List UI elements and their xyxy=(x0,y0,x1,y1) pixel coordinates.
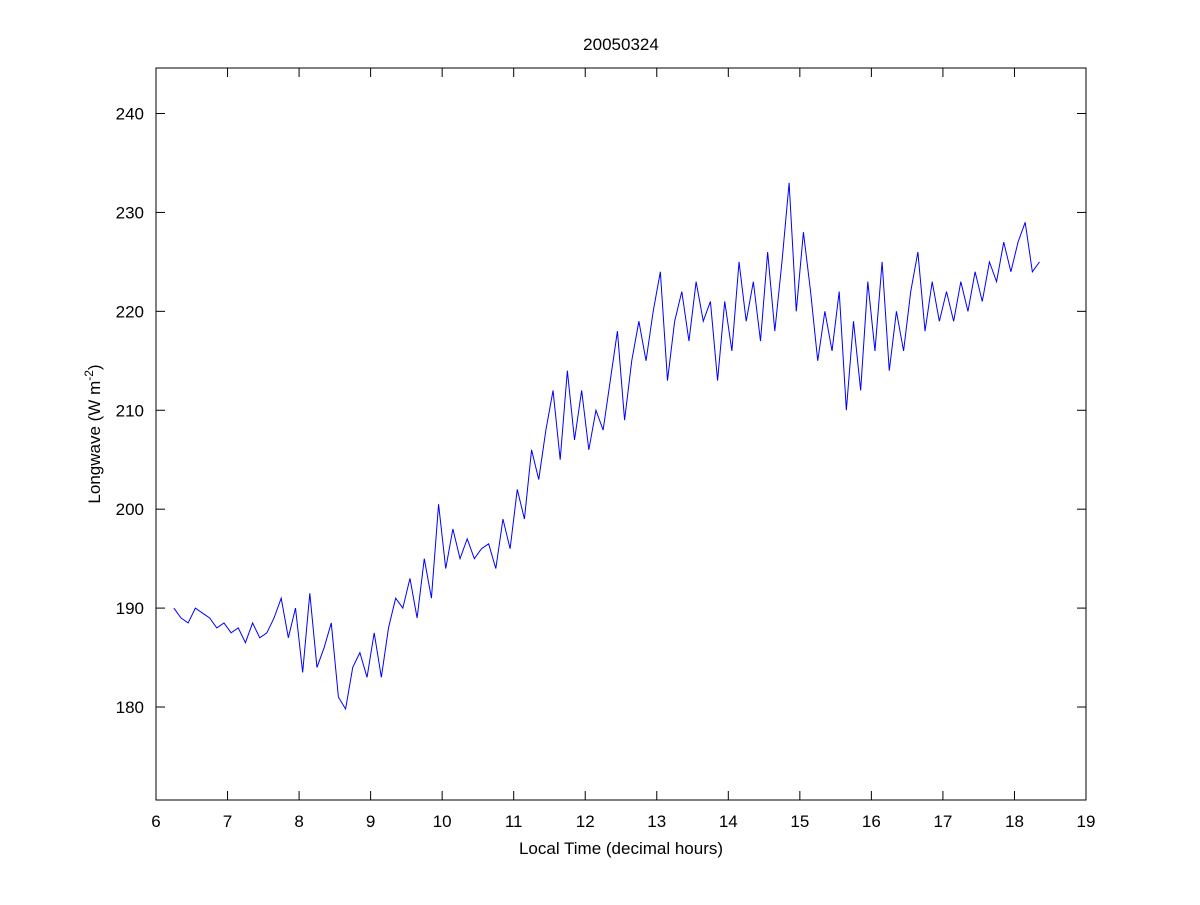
y-label-superscript: -2 xyxy=(82,370,96,381)
y-tick-label: 200 xyxy=(116,500,144,519)
y-label-main: Longwave (W m xyxy=(85,381,104,504)
x-tick-label: 17 xyxy=(933,812,952,831)
x-tick-label: 10 xyxy=(433,812,452,831)
x-axis-label: Local Time (decimal hours) xyxy=(519,839,723,858)
y-axis-label: Longwave (W m-2) xyxy=(82,364,104,503)
plot-frame xyxy=(155,67,1087,801)
x-tick-label: 18 xyxy=(1005,812,1024,831)
x-tick-label: 13 xyxy=(647,812,666,831)
y-tick-label: 210 xyxy=(116,401,144,420)
y-tick-label: 230 xyxy=(116,203,144,222)
y-tick-label: 180 xyxy=(116,698,144,717)
x-tick-label: 15 xyxy=(790,812,809,831)
data-line xyxy=(173,182,1040,711)
x-tick-label: 11 xyxy=(505,812,523,831)
x-tick-label: 19 xyxy=(1077,812,1096,831)
x-tick-label: 7 xyxy=(223,812,232,831)
y-tick-label: 190 xyxy=(116,599,144,618)
x-tick-label: 16 xyxy=(862,812,881,831)
x-tick-label: 9 xyxy=(366,812,375,831)
x-tick-label: 8 xyxy=(294,812,303,831)
x-tick-label: 12 xyxy=(576,812,595,831)
y-label-end: ) xyxy=(85,364,104,370)
x-tick-label: 6 xyxy=(151,812,160,831)
y-tick-label: 220 xyxy=(116,302,144,321)
chart-title: 20050324 xyxy=(583,35,659,54)
x-tick-label: 14 xyxy=(719,812,738,831)
y-tick-label: 240 xyxy=(116,105,144,124)
